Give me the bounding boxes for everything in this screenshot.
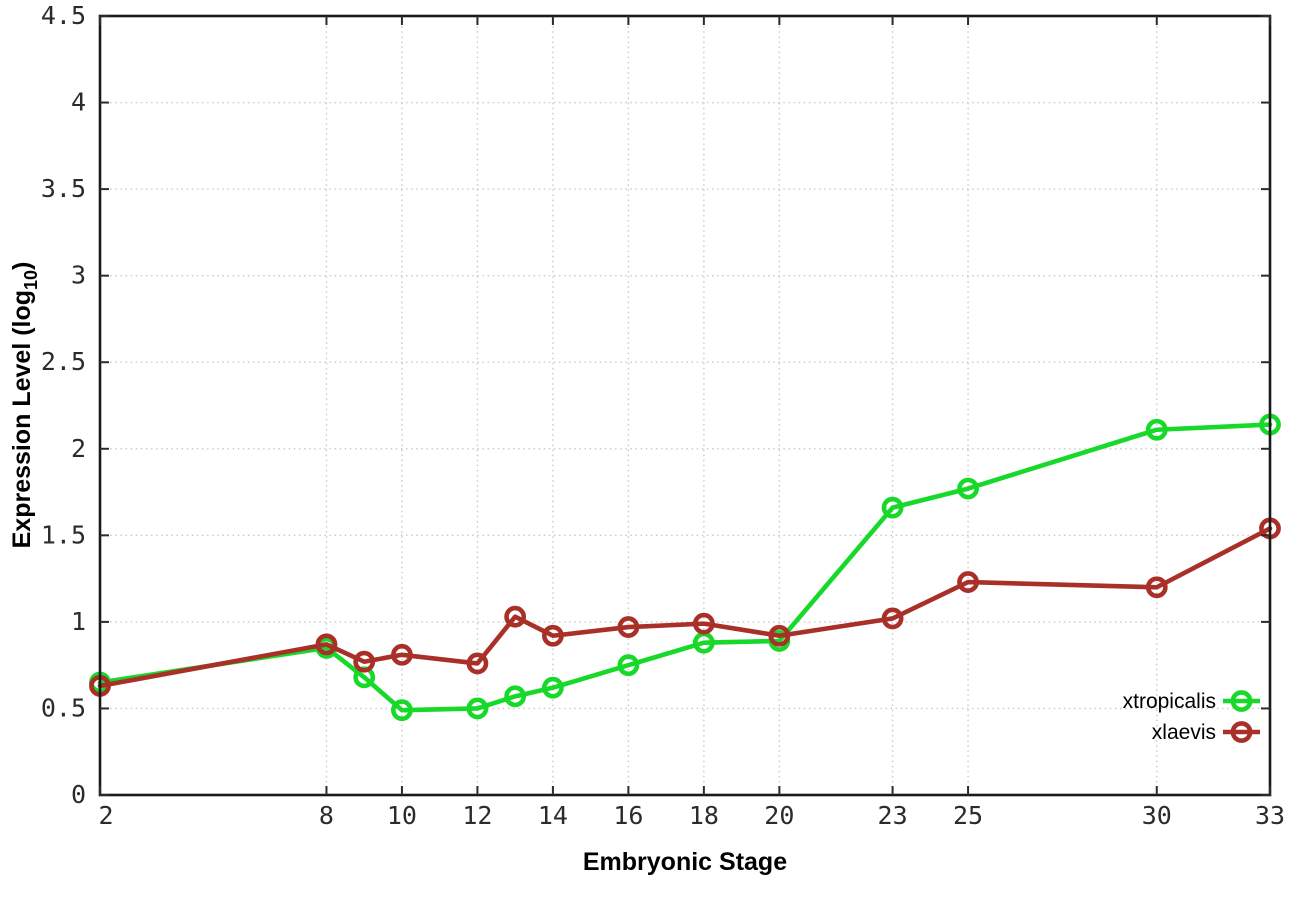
legend-marker-xlaevis — [1230, 721, 1253, 743]
data-point-xlaevis — [957, 571, 979, 593]
data-point-xlaevis — [692, 612, 715, 635]
gridlines — [100, 16, 1270, 795]
y-tick-label: 3.5 — [41, 174, 86, 203]
x-tick-label: 14 — [538, 801, 568, 830]
data-point-xtropicalis — [1145, 418, 1168, 441]
data-series — [89, 413, 1281, 722]
x-axis-title: Embryonic Stage — [583, 848, 787, 876]
data-point-xtropicalis — [881, 496, 904, 519]
data-point-xlaevis — [504, 605, 527, 628]
x-tick-label: 30 — [1142, 801, 1172, 830]
legend-entry-xlaevis: xlaevis — [1152, 721, 1260, 744]
x-tick-label: 8 — [319, 801, 334, 830]
data-point-xtropicalis — [466, 697, 489, 720]
x-tick-label: 18 — [689, 801, 719, 830]
x-tick-label: 20 — [764, 801, 794, 830]
data-point-xlaevis — [315, 633, 338, 656]
tick-labels: 2 8 10 12 14 16 18 20 23 25 30 33 0 0.5 1 1.5 2 2.5 3 3.5 4 4… — [41, 1, 1285, 830]
series-line-xlaevis — [97, 526, 1273, 689]
data-point-xtropicalis — [542, 676, 564, 699]
data-point-xlaevis — [1145, 576, 1168, 599]
y-tick-label: 0 — [71, 780, 86, 809]
legend: xtropicalis xlaevis — [1123, 690, 1260, 744]
axis-titles: Embryonic Stage Expression Level (log10) — [8, 262, 787, 876]
data-point-xlaevis — [881, 607, 904, 630]
legend-label-xlaevis: xlaevis — [1152, 721, 1216, 744]
y-tick-label: 2 — [71, 434, 86, 463]
data-point-xlaevis — [466, 652, 489, 675]
series-line-xtropicalis — [97, 422, 1273, 713]
x-tick-label: 2 — [98, 801, 113, 830]
x-tick-label: 33 — [1255, 801, 1285, 830]
data-point-xtropicalis — [504, 685, 527, 708]
y-tick-label: 2.5 — [41, 347, 86, 376]
y-tick-label: 3 — [71, 261, 86, 290]
legend-label-xtropicalis: xtropicalis — [1123, 690, 1216, 713]
x-tick-label: 16 — [613, 801, 643, 830]
data-point-xtropicalis — [617, 654, 640, 677]
x-tick-label: 10 — [387, 801, 417, 830]
legend-entry-xtropicalis: xtropicalis — [1123, 690, 1260, 713]
x-tick-label: 12 — [462, 801, 492, 830]
y-tick-label: 1 — [71, 607, 86, 636]
axis-ticks — [99, 15, 1271, 796]
plot-border-box — [98, 14, 1272, 797]
data-point-xlaevis — [768, 624, 791, 647]
plot-border — [98, 14, 1272, 797]
data-point-xtropicalis — [957, 477, 979, 500]
x-tick-label: 23 — [878, 801, 908, 830]
data-point-xlaevis — [353, 650, 376, 673]
data-point-xlaevis — [542, 624, 564, 647]
legend-marker-xtropicalis — [1230, 690, 1253, 712]
y-tick-label: 1.5 — [41, 520, 86, 549]
x-tick-label: 25 — [953, 801, 983, 830]
data-point-xlaevis — [391, 643, 413, 666]
y-tick-label: 4 — [71, 88, 86, 117]
y-tick-label: 0.5 — [41, 693, 86, 722]
y-axis-title: Expression Level (log10) — [8, 262, 41, 549]
data-point-xtropicalis — [391, 699, 413, 722]
y-tick-label: 4.5 — [41, 1, 86, 30]
data-point-xlaevis — [617, 616, 640, 638]
